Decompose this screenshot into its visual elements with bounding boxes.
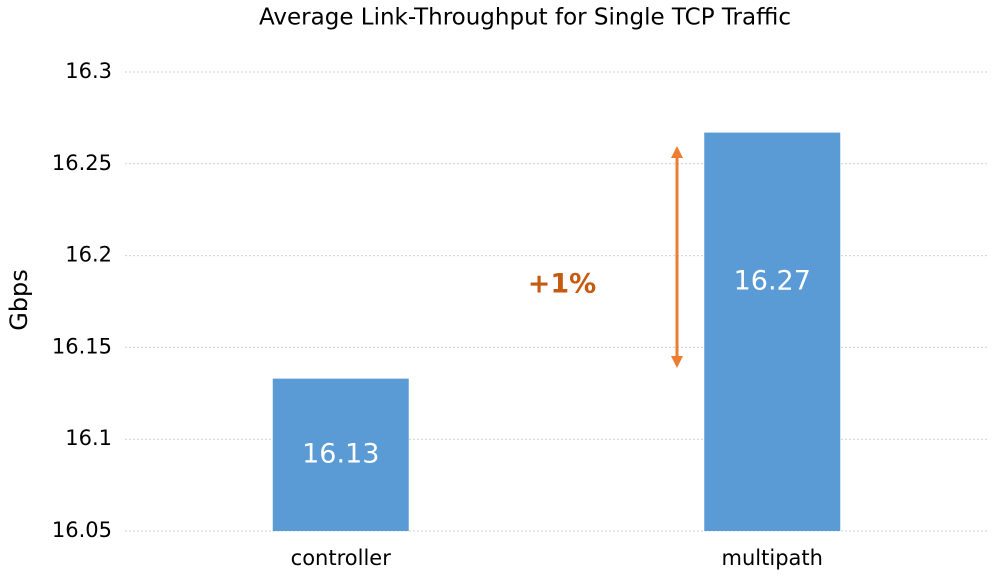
data-label: 16.13	[302, 438, 379, 469]
y-axis-label: Gbps	[5, 269, 33, 331]
y-tick-label: 16.3	[65, 59, 112, 83]
x-tick-label: multipath	[722, 546, 823, 570]
annotation: +1%	[528, 269, 596, 300]
y-tick-label: 16.25	[52, 151, 112, 175]
y-tick-label: 16.2	[65, 243, 112, 267]
bar	[272, 378, 409, 531]
x-tick-label: controller	[291, 546, 392, 570]
data-label: 16.27	[734, 265, 811, 296]
bar	[704, 132, 841, 531]
chart-title: Average Link-Throughput for Single TCP T…	[259, 5, 791, 31]
y-tick-label: 16.1	[65, 426, 112, 450]
y-tick-label: 16.15	[52, 334, 112, 358]
y-tick-label: 16.05	[52, 518, 112, 542]
